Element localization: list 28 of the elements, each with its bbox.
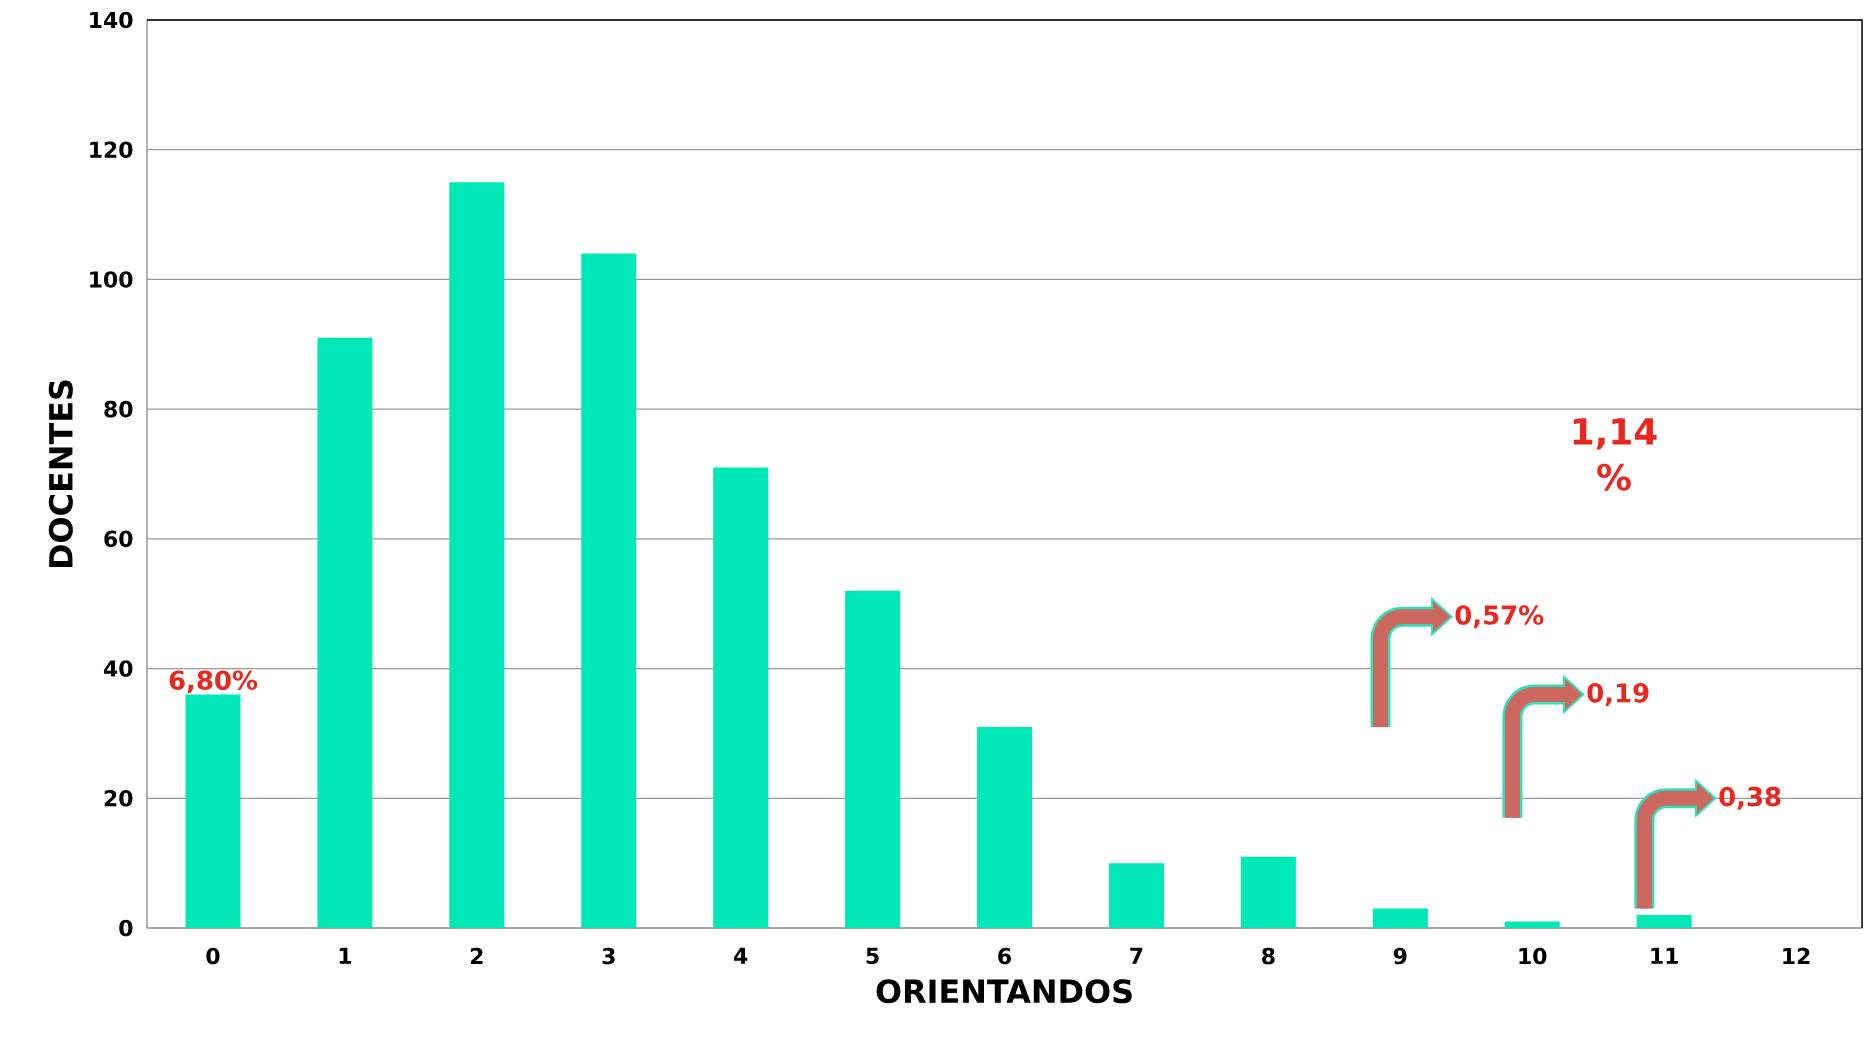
y-tick-label: 80 [104, 400, 133, 418]
x-tick-label: 4 [734, 947, 748, 964]
y-tick-label: 120 [90, 141, 133, 158]
x-axis-title: ORIENTANDOS [876, 979, 1132, 1004]
x-tick-label: 12 [1783, 947, 1810, 965]
y-tick-label: 100 [90, 271, 133, 288]
y-tick-label: 60 [104, 530, 133, 548]
x-tick-label: 7 [1130, 947, 1143, 964]
y-tick-label: 20 [104, 789, 133, 807]
y-tick-label: 140 [90, 11, 133, 29]
y-tick-label: 40 [103, 660, 133, 677]
x-tick-label: 11 [1651, 947, 1678, 964]
x-tick-label: 6 [998, 947, 1011, 965]
y-axis-title: DOCENTES [48, 380, 73, 568]
x-tick-label: 3 [602, 947, 615, 965]
y-tick-label: 0 [119, 919, 133, 937]
x-tick-label: 2 [470, 947, 483, 965]
annotation: 0,57% [1455, 605, 1544, 629]
x-tick-label: 5 [866, 947, 879, 965]
annotation: 0,38 [1719, 786, 1781, 810]
x-tick-label: 8 [1262, 947, 1275, 965]
annotation: 0,19 [1587, 683, 1649, 706]
x-tick-label: 9 [1393, 947, 1407, 965]
x-tick-label: 1 [339, 947, 352, 964]
x-tick-label: 10 [1519, 947, 1547, 965]
x-tick-label: 0 [206, 947, 220, 965]
annotation: 6,80% [169, 670, 258, 694]
annotation: 1,14 % [1573, 418, 1657, 491]
